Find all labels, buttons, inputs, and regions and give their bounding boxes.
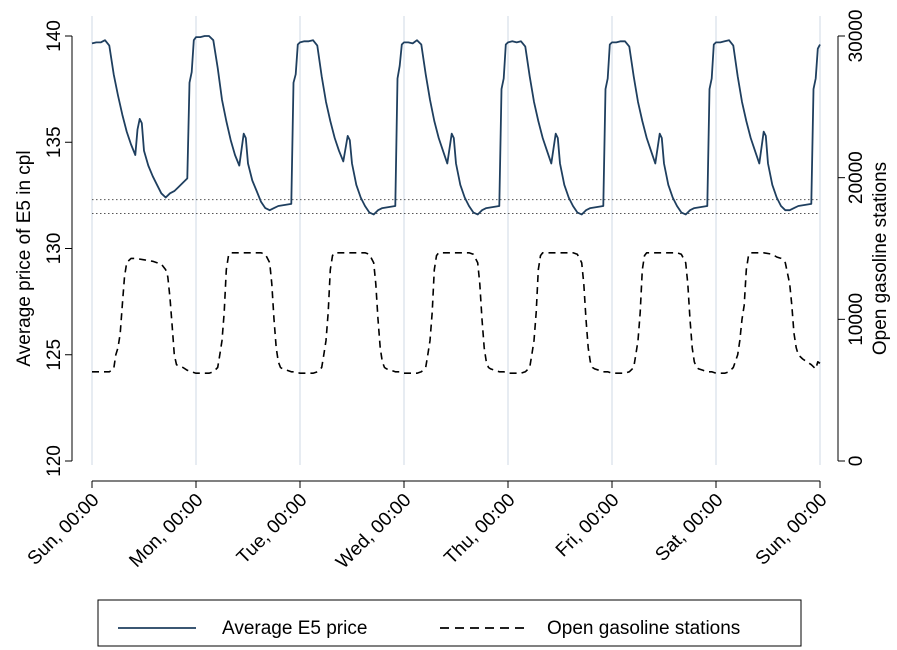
y-left-tick-label: 135	[44, 126, 65, 158]
y-right-tick-label: 10000	[846, 293, 867, 346]
x-tick-label: Thu, 00:00	[440, 490, 519, 569]
x-tick-label: Tue, 00:00	[233, 490, 312, 569]
legend-label-price: Average E5 price	[222, 618, 367, 639]
y-right-tick-label: 30000	[846, 10, 867, 63]
legend-label-stations: Open gasoline stations	[547, 618, 740, 639]
y-right-tick-label: 20000	[846, 151, 867, 204]
y-left-tick-label: 130	[44, 233, 65, 265]
y-axis-left-title: Average price of E5 in cpl	[14, 150, 35, 366]
axes: 120 125 130 135 140 Average price of E5 in cp…	[14, 10, 891, 573]
legend-box	[97, 599, 802, 647]
reference-lines	[92, 199, 820, 214]
y-right-tick-label: 0	[846, 456, 867, 467]
x-tick-label: Sat, 00:00	[651, 490, 727, 566]
y-left-tick-label: 120	[44, 445, 65, 477]
y-axis-right-title: Open gasoline stations	[870, 162, 891, 355]
x-tick-label: Wed, 00:00	[332, 490, 415, 573]
x-tick-label: Sun, 00:00	[24, 490, 104, 570]
series-group	[91, 35, 821, 374]
series-line-stations	[92, 252, 821, 374]
x-tick-label: Fri, 00:00	[552, 490, 624, 562]
series-line-price	[91, 35, 821, 216]
x-tick-label: Sun, 00:00	[752, 490, 832, 570]
grid	[91, 16, 821, 465]
y-left-tick-label: 140	[44, 20, 65, 52]
y-left-tick-label: 125	[44, 339, 65, 371]
x-tick-label: Mon, 00:00	[125, 490, 207, 572]
legend: Average E5 price Open gasoline stations	[97, 599, 802, 647]
